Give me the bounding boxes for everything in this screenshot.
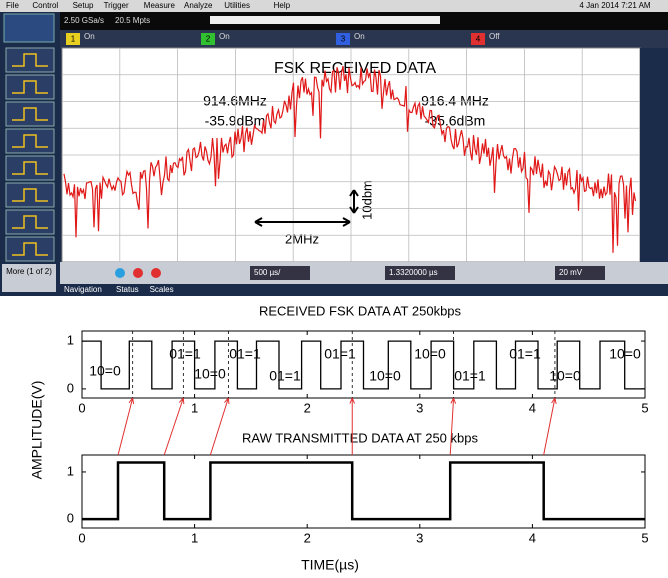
x-tick-label: 5 (641, 530, 648, 545)
y-tick-label: 1 (67, 463, 74, 478)
x-tick-label: 4 (529, 400, 536, 415)
tool-button[interactable] (6, 102, 54, 126)
bit-annotation: 01=1 (169, 346, 201, 362)
channel-number[interactable]: 2 (206, 35, 211, 44)
x-tick-label: 1 (191, 530, 198, 545)
color-button[interactable] (133, 268, 143, 278)
right-panel (640, 48, 668, 262)
bit-annotation: 01=1 (454, 368, 486, 384)
x-tick-label: 5 (641, 400, 648, 415)
x-tick-label: 4 (529, 530, 536, 545)
tab[interactable]: Status (116, 285, 139, 294)
menu-item[interactable]: Help (274, 1, 291, 10)
bit-annotation: 10=0 (414, 346, 446, 362)
bit-annotation: 01=1 (229, 346, 261, 362)
tool-button[interactable] (6, 237, 54, 261)
bit-annotation: 10=0 (369, 368, 401, 384)
tool-button[interactable] (6, 75, 54, 99)
x-tick-label: 3 (416, 530, 423, 545)
x-tick-label: 2 (304, 530, 311, 545)
y-tick-label: 0 (67, 380, 74, 395)
scale-label: 10dbm (359, 180, 374, 220)
tool-button[interactable] (6, 48, 54, 72)
sample-rate: 2.50 GSa/s (64, 16, 104, 25)
bit-annotation: 01=1 (509, 346, 541, 362)
trigger-level: 20 mV (559, 268, 583, 277)
x-tick-label: 0 (78, 530, 85, 545)
channel-number[interactable]: 4 (476, 35, 481, 44)
menu-item[interactable]: Measure (144, 1, 176, 10)
color-button[interactable] (115, 268, 125, 278)
figure: File 4 Jan 2014 7:21 AM 2.50 GSa/s 20.5 … (0, 0, 668, 578)
channel-number[interactable]: 3 (341, 35, 346, 44)
tool-button[interactable] (6, 183, 54, 207)
more-label[interactable]: More (1 of 2) (6, 267, 52, 276)
x-tick-label: 1 (191, 400, 198, 415)
chart-title: RECEIVED FSK DATA AT 250kbps (259, 303, 462, 318)
menu-item[interactable]: Utilities (224, 1, 250, 10)
timebase: 500 µs/ (254, 268, 281, 277)
menu-item[interactable]: Setup (73, 1, 94, 10)
tool-button[interactable] (6, 156, 54, 180)
marker-frequency: 916.4 MHz (421, 93, 489, 109)
bit-annotation: 10=0 (549, 368, 581, 384)
menu-item[interactable]: File (6, 1, 19, 10)
x-axis-label: TIME(µs) (301, 557, 359, 573)
bit-annotation: 01=1 (269, 368, 301, 384)
menu-bar (0, 0, 668, 12)
channel-number[interactable]: 1 (71, 35, 76, 44)
y-tick-label: 0 (67, 510, 74, 525)
channel-state: Off (489, 32, 500, 41)
bit-annotation: 10=0 (194, 366, 226, 382)
delay: 1.3320000 µs (389, 268, 438, 277)
tab[interactable]: Navigation (64, 285, 102, 294)
channel-state: On (84, 32, 95, 41)
y-axis-label: AMPLITUDE(V) (29, 381, 45, 480)
menu-item[interactable]: Control (32, 1, 58, 10)
menu-item[interactable]: Analyze (184, 1, 213, 10)
tool-button[interactable] (6, 129, 54, 153)
x-tick-label: 3 (416, 400, 423, 415)
y-tick-label: 1 (67, 332, 74, 347)
page: File 4 Jan 2014 7:21 AM 2.50 GSa/s 20.5 … (0, 0, 668, 578)
tool-button[interactable] (6, 210, 54, 234)
logo (4, 14, 54, 42)
overview-bar (210, 16, 440, 24)
menu-item[interactable]: Trigger (104, 1, 129, 10)
bit-annotation: 10=0 (89, 363, 121, 379)
channel-state: On (354, 32, 365, 41)
chart-title: RAW TRANSMITTED DATA AT 250 kbps (242, 430, 478, 445)
memory: 20.5 Mpts (115, 16, 150, 25)
span-label: 2MHz (285, 231, 319, 246)
datetime: 4 Jan 2014 7:21 AM (579, 1, 651, 10)
channel-state: On (219, 32, 230, 41)
x-tick-label: 0 (78, 400, 85, 415)
tab[interactable]: Scales (150, 285, 174, 294)
color-button[interactable] (151, 268, 161, 278)
bit-annotation: 01=1 (324, 346, 356, 362)
bit-annotation: 10=0 (609, 346, 641, 362)
x-tick-label: 2 (304, 400, 311, 415)
